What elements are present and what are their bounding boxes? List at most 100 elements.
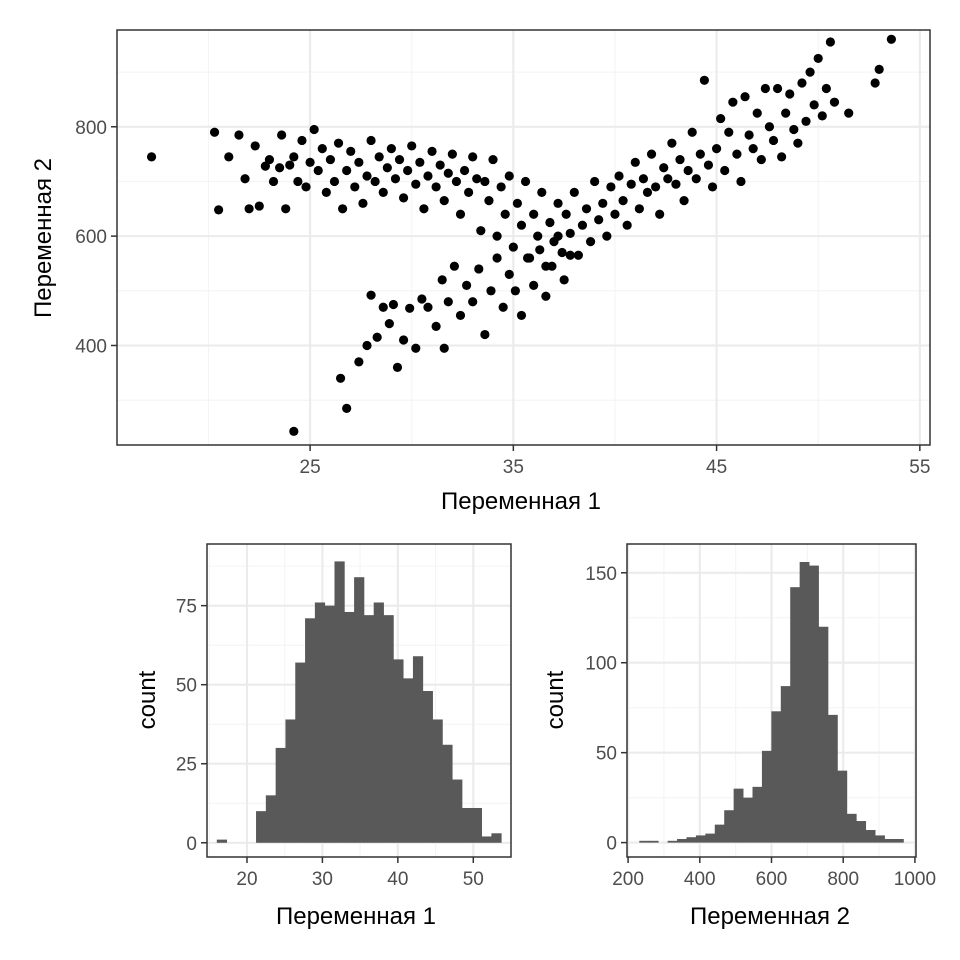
histogram-1-bar	[491, 833, 502, 843]
scatter-point	[488, 154, 498, 165]
scatter-point	[537, 187, 547, 197]
scatter-point	[825, 37, 836, 47]
scatter-point	[516, 310, 527, 321]
scatter-point	[411, 343, 421, 353]
histogram-1-panel: 20 30 40 50 0 25 50 75 Переменная 1 count	[134, 543, 512, 930]
scatter-point	[277, 130, 287, 140]
scatter-point	[614, 171, 624, 181]
scatter-point	[768, 135, 779, 146]
histogram-1-bar	[324, 605, 335, 843]
scatter-point	[250, 141, 260, 151]
scatter-point	[870, 78, 880, 88]
scatter-point	[451, 176, 462, 187]
scatter-point	[209, 127, 220, 137]
scatter-x-tick-label: 25	[300, 457, 321, 478]
histogram-1-y-tick-label: 0	[186, 834, 197, 855]
scatter-point	[388, 299, 399, 310]
scatter-point	[386, 144, 396, 154]
scatter-point	[407, 141, 417, 151]
scatter-point	[581, 204, 592, 214]
scatter-point	[573, 250, 583, 260]
histogram-2-bar	[799, 561, 810, 843]
histogram-2-bar	[733, 788, 744, 843]
histogram-2-bar	[780, 686, 791, 843]
scatter-point	[492, 231, 502, 241]
scatter-point	[711, 144, 722, 154]
histogram-2-panel: 200 400 600 800 1000 0 50 100 150 Переменная 2 c…	[542, 543, 936, 930]
scatter-point	[362, 340, 372, 351]
scatter-point	[809, 100, 819, 110]
histogram-2-bar	[695, 835, 706, 843]
scatter-point	[417, 294, 427, 304]
scatter-point	[667, 138, 677, 148]
scatter-point	[293, 176, 303, 187]
scatter-point	[486, 286, 496, 296]
histogram-1-bar	[265, 795, 277, 843]
histogram-1-bar	[383, 615, 394, 843]
scatter-point	[301, 182, 311, 192]
scatter-point	[606, 182, 616, 192]
histogram-2-bar	[677, 839, 687, 843]
scatter-point	[642, 187, 653, 197]
histogram-2-bars	[639, 561, 904, 843]
scatter-ticks: 25 35 45 55 400 600 800	[75, 118, 930, 478]
scatter-point	[496, 182, 506, 192]
scatter-point	[382, 163, 392, 173]
scatter-point	[480, 176, 490, 187]
histogram-2-bar	[771, 711, 782, 843]
scatter-point	[474, 264, 484, 274]
scatter-point	[354, 357, 364, 367]
scatter-point	[602, 231, 612, 241]
scatter-point	[333, 138, 344, 148]
scatter-point	[724, 127, 734, 137]
histogram-2-bar	[884, 839, 895, 843]
histogram-2-bar	[639, 840, 650, 843]
scatter-point	[659, 163, 669, 173]
scatter-point	[370, 176, 380, 187]
scatter-point	[403, 165, 413, 176]
histogram-2-y-tick-label: 0	[606, 834, 617, 855]
scatter-point	[797, 78, 807, 88]
histogram-2-y-tick-label: 50	[596, 744, 617, 765]
histogram-2-bar	[865, 830, 876, 843]
scatter-point	[378, 187, 388, 197]
histogram-1-bar	[354, 577, 365, 843]
scatter-point	[646, 149, 657, 159]
scatter-point	[275, 163, 285, 173]
scatter-point	[309, 124, 319, 135]
scatter-point	[313, 165, 323, 176]
scatter-point	[392, 362, 403, 372]
scatter-point	[522, 253, 533, 263]
scatter-point	[500, 209, 510, 219]
scatter-point	[461, 280, 472, 290]
histogram-2-bar	[790, 587, 801, 843]
scatter-point	[464, 187, 474, 197]
scatter-point	[305, 157, 315, 167]
scatter-y-tick-label: 800	[75, 118, 107, 139]
scatter-point	[427, 146, 437, 156]
scatter-point	[443, 297, 453, 307]
scatter-point	[390, 174, 401, 184]
histogram-1-bar	[403, 678, 414, 843]
histogram-2-x-axis-title: Переменная 2	[690, 903, 850, 930]
histogram-1-bar	[412, 656, 424, 843]
scatter-point	[476, 226, 486, 236]
scatter-point	[366, 135, 376, 146]
scatter-point	[459, 165, 470, 176]
scatter-point	[281, 204, 291, 214]
scatter-points	[146, 34, 896, 436]
scatter-y-axis-title: Переменная 2	[30, 158, 57, 318]
scatter-point	[821, 83, 831, 94]
histogram-1-y-axis-title: count	[134, 670, 161, 729]
scatter-point	[394, 154, 405, 165]
scatter-point	[480, 329, 490, 340]
histogram-2-x-tick-label: 1000	[894, 869, 936, 890]
histogram-1-y-tick-label: 50	[176, 676, 197, 697]
scatter-point	[431, 182, 441, 192]
scatter-point	[455, 310, 466, 321]
scatter-grid	[117, 30, 930, 445]
scatter-point	[805, 67, 815, 77]
histogram-2-ticks: 200 400 600 800 1000 0 50 100 150	[585, 564, 936, 890]
scatter-point	[760, 83, 770, 94]
